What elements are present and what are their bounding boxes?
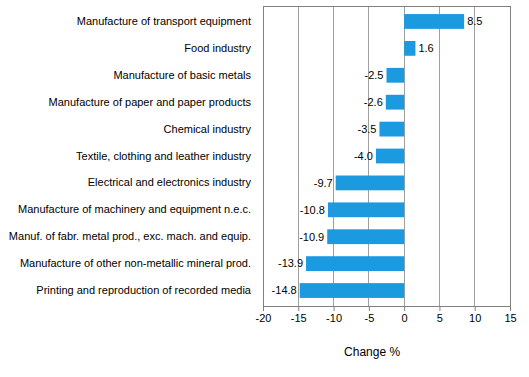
- category-label: Manufacture of machinery and equipment n…: [18, 203, 251, 215]
- category-label: Manufacture of transport equipment: [77, 15, 251, 27]
- y-tick: Manufacture of machinery and equipment n…: [18, 203, 263, 215]
- y-axis: Manufacture of transport equipment Food i…: [9, 7, 264, 307]
- x-tick-label: 15: [504, 312, 516, 324]
- x-tick: -15: [291, 306, 307, 324]
- data-label: -4.0: [354, 150, 373, 162]
- chart: 8.5 1.6 -2.5 -2.6 -3.5 -4.0 -9.7 -10.8 -10.9 -13.…: [0, 0, 529, 377]
- category-label: Printing and reproduction of recorded me…: [36, 284, 252, 296]
- x-tick-mark: [334, 306, 335, 311]
- grid: [263, 6, 510, 306]
- x-axis-line: [264, 306, 511, 307]
- y-tick: Textile, clothing and leather industry: [76, 150, 263, 162]
- x-tick-mark: [263, 306, 264, 311]
- category-label: Food industry: [184, 42, 251, 54]
- data-label: -9.7: [314, 177, 333, 189]
- data-label: -2.6: [364, 96, 383, 108]
- x-axis: -20 -15 -10 -5 0 5 10 15: [256, 306, 517, 324]
- data-labels: 8.5 1.6 -2.5 -2.6 -3.5 -4.0 -9.7 -10.8 -10.9 -13.…: [272, 15, 483, 296]
- data-label: -2.5: [365, 69, 384, 81]
- category-label: Manuf. of fabr. metal prod., exc. mach. …: [9, 230, 251, 242]
- bar: [404, 41, 415, 56]
- x-tick: -5: [364, 306, 374, 324]
- y-tick: Manuf. of fabr. metal prod., exc. mach. …: [9, 230, 263, 242]
- grid-line: [474, 6, 475, 306]
- y-tick: Food industry: [184, 42, 263, 54]
- category-label: Electrical and electronics industry: [88, 176, 252, 188]
- bar: [327, 229, 404, 244]
- bar: [300, 283, 404, 298]
- x-axis-title: Change %: [344, 345, 400, 359]
- y-tick: Manufacture of transport equipment: [77, 15, 263, 27]
- y-tick: Manufacture of other non-metallic minera…: [20, 257, 263, 269]
- bar: [379, 122, 404, 137]
- y-axis-line: [263, 7, 264, 307]
- x-tick-label: -10: [326, 312, 342, 324]
- x-tick-label: -20: [256, 312, 272, 324]
- x-tick: 10: [469, 306, 481, 324]
- x-tick-mark: [404, 306, 405, 311]
- x-tick-label: -5: [364, 312, 374, 324]
- bars: [300, 14, 464, 298]
- category-label: Textile, clothing and leather industry: [76, 150, 251, 162]
- y-tick: Manufacture of paper and paper products: [49, 96, 263, 108]
- category-label: Chemical industry: [164, 123, 252, 135]
- x-tick: 15: [504, 306, 516, 324]
- bar: [306, 256, 404, 271]
- data-label: 1.6: [418, 42, 433, 54]
- x-tick-mark: [475, 306, 476, 311]
- x-tick: -20: [256, 306, 272, 324]
- data-label: 8.5: [467, 15, 482, 27]
- category-label: Manufacture of other non-metallic minera…: [20, 257, 251, 269]
- x-tick-label: 10: [469, 312, 481, 324]
- data-label: -3.5: [357, 123, 376, 135]
- plot-frame: [263, 6, 510, 306]
- x-tick: 0: [402, 306, 408, 324]
- y-tick: Printing and reproduction of recorded me…: [36, 284, 263, 296]
- data-label: -14.8: [272, 284, 297, 296]
- category-label: Manufacture of paper and paper products: [49, 96, 252, 108]
- data-label: -10.8: [300, 204, 325, 216]
- bar: [404, 14, 464, 29]
- x-tick-label: -15: [291, 312, 307, 324]
- category-label: Manufacture of basic metals: [113, 69, 251, 81]
- x-tick: 5: [437, 306, 443, 324]
- grid-line: [439, 6, 440, 306]
- x-tick-label: 5: [437, 312, 443, 324]
- bar: [387, 68, 405, 83]
- data-label: -13.9: [278, 257, 303, 269]
- x-tick-mark: [298, 306, 299, 311]
- data-label: -10.9: [299, 231, 324, 243]
- x-tick: -10: [326, 306, 342, 324]
- x-tick-label: 0: [402, 312, 408, 324]
- y-tick: Chemical industry: [164, 123, 263, 135]
- bar: [376, 149, 404, 164]
- bar: [328, 202, 404, 217]
- x-tick-mark: [510, 306, 511, 311]
- y-tick: Electrical and electronics industry: [88, 176, 263, 188]
- x-tick-mark: [369, 306, 370, 311]
- bar: [386, 95, 404, 110]
- y-tick: Manufacture of basic metals: [113, 69, 263, 81]
- plot: 8.5 1.6 -2.5 -2.6 -3.5 -4.0 -9.7 -10.8 -10.9 -13.…: [9, 6, 517, 324]
- x-tick-mark: [439, 306, 440, 311]
- bar: [336, 176, 404, 191]
